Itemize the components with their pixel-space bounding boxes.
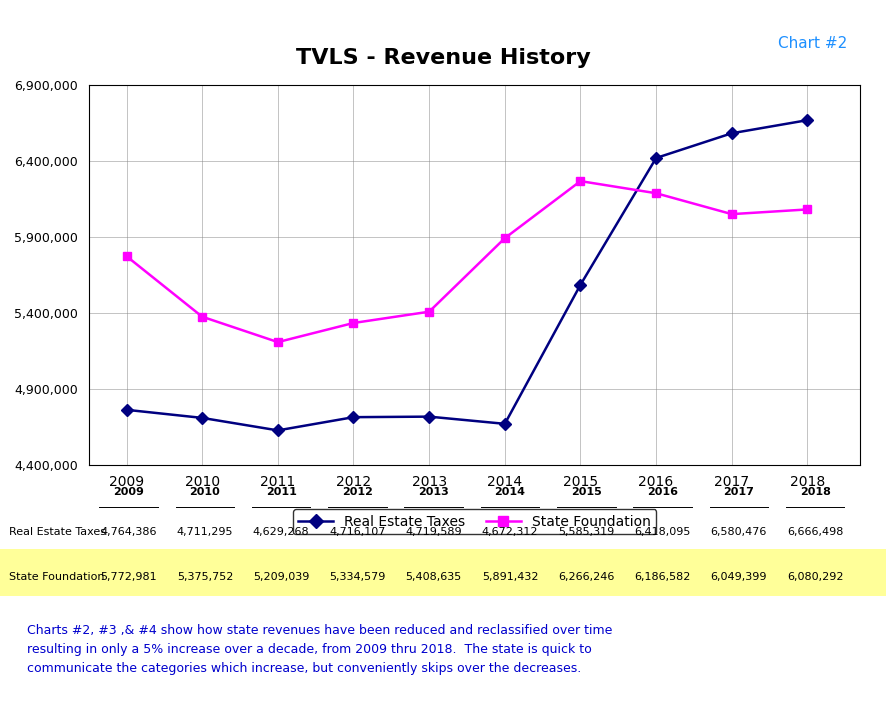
Real Estate Taxes [801,116,812,124]
Text: 5,209,039: 5,209,039 [253,572,309,582]
FancyBboxPatch shape [0,548,886,596]
Text: 2016: 2016 [647,487,677,497]
Legend: Real Estate Taxes, State Foundation: Real Estate Taxes, State Foundation [292,510,656,534]
State Foundation [726,210,736,219]
Text: 2018: 2018 [799,487,829,497]
Real Estate Taxes [121,405,132,414]
Text: 2017: 2017 [723,487,753,497]
State Foundation [348,319,359,327]
Text: Real Estate Taxes: Real Estate Taxes [9,527,105,537]
Text: 6,666,498: 6,666,498 [786,527,843,537]
Text: 4,764,386: 4,764,386 [100,527,157,537]
Real Estate Taxes [197,414,207,422]
Real Estate Taxes [726,129,736,137]
Line: State Foundation: State Foundation [122,177,811,346]
Real Estate Taxes [272,426,283,434]
Text: 2013: 2013 [418,487,448,497]
State Foundation [499,234,509,243]
Text: 4,672,312: 4,672,312 [481,527,538,537]
Text: 5,772,981: 5,772,981 [100,572,157,582]
Text: TVLS - Revenue History: TVLS - Revenue History [296,48,590,68]
Real Estate Taxes [499,419,509,428]
State Foundation [272,338,283,346]
Text: 4,629,268: 4,629,268 [253,527,309,537]
Text: 5,375,752: 5,375,752 [176,572,233,582]
Text: 5,891,432: 5,891,432 [481,572,538,582]
Text: 2014: 2014 [494,487,525,497]
Text: 2011: 2011 [266,487,296,497]
Real Estate Taxes [424,412,434,421]
Text: 5,408,635: 5,408,635 [405,572,462,582]
Text: 2012: 2012 [342,487,372,497]
State Foundation [121,252,132,260]
Text: 6,186,582: 6,186,582 [633,572,690,582]
State Foundation [650,189,661,197]
Text: 6,049,399: 6,049,399 [710,572,766,582]
Text: 2010: 2010 [190,487,220,497]
Real Estate Taxes [650,154,661,162]
Real Estate Taxes [348,413,359,422]
Text: 6,418,095: 6,418,095 [633,527,690,537]
State Foundation [801,205,812,214]
Text: 4,716,107: 4,716,107 [329,527,385,537]
Text: 2015: 2015 [571,487,601,497]
Real Estate Taxes [574,281,585,289]
State Foundation [574,177,585,185]
Text: 4,719,589: 4,719,589 [405,527,462,537]
Text: 6,580,476: 6,580,476 [710,527,766,537]
Text: 5,334,579: 5,334,579 [329,572,385,582]
Text: Charts #2, #3 ,& #4 show how state revenues have been reduced and reclassified o: Charts #2, #3 ,& #4 show how state reven… [27,624,611,675]
State Foundation [424,307,434,316]
Text: 2009: 2009 [113,487,144,497]
Text: State Foundation: State Foundation [9,572,105,582]
Text: Chart #2: Chart #2 [777,36,846,51]
Text: 5,585,319: 5,585,319 [557,527,614,537]
Text: 6,266,246: 6,266,246 [557,572,614,582]
State Foundation [197,312,207,321]
Line: Real Estate Taxes: Real Estate Taxes [122,116,811,434]
Text: 4,711,295: 4,711,295 [176,527,233,537]
Text: 6,080,292: 6,080,292 [786,572,843,582]
